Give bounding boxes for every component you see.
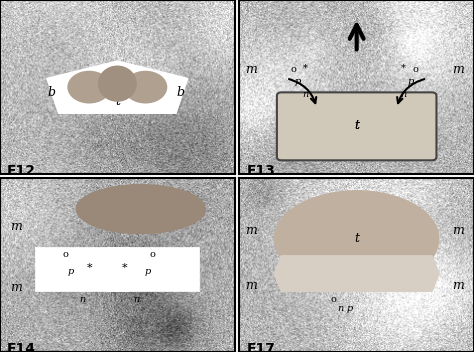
Polygon shape: [274, 256, 439, 291]
FancyBboxPatch shape: [277, 92, 437, 160]
Text: n: n: [79, 295, 85, 304]
Ellipse shape: [274, 191, 439, 287]
Text: p: p: [408, 77, 414, 86]
Text: E12: E12: [7, 164, 36, 178]
Text: *: *: [401, 63, 406, 73]
Text: t: t: [115, 95, 120, 108]
Text: m: m: [245, 279, 257, 292]
Text: m: m: [452, 279, 464, 292]
Text: E13: E13: [246, 164, 275, 178]
Polygon shape: [47, 61, 188, 113]
Ellipse shape: [68, 71, 110, 103]
Text: n: n: [337, 304, 343, 313]
Text: n: n: [401, 90, 407, 99]
Text: o: o: [63, 250, 69, 259]
Text: t: t: [354, 119, 359, 132]
Polygon shape: [35, 247, 129, 291]
Text: E17: E17: [246, 341, 275, 352]
Ellipse shape: [99, 66, 136, 101]
Text: o: o: [330, 295, 336, 304]
Text: m: m: [245, 224, 257, 237]
Ellipse shape: [76, 185, 205, 233]
Ellipse shape: [124, 71, 166, 103]
Text: m: m: [452, 63, 464, 76]
Text: n: n: [133, 295, 139, 304]
Polygon shape: [106, 247, 200, 291]
Text: *: *: [121, 263, 127, 274]
Text: p: p: [295, 77, 301, 86]
Text: p: p: [346, 304, 353, 313]
Text: m: m: [245, 63, 257, 76]
Text: m: m: [10, 281, 22, 294]
Text: b: b: [177, 86, 185, 99]
Text: m: m: [452, 224, 464, 237]
Text: p: p: [67, 267, 73, 276]
Text: p: p: [145, 267, 151, 276]
Text: o: o: [150, 250, 155, 259]
Text: t: t: [354, 232, 359, 245]
Text: m: m: [10, 220, 22, 233]
Text: E14: E14: [7, 341, 36, 352]
Text: b: b: [47, 86, 55, 99]
Text: *: *: [86, 263, 92, 274]
Text: t: t: [354, 119, 359, 132]
Text: n: n: [302, 90, 308, 99]
Text: o: o: [291, 65, 296, 74]
Text: o: o: [412, 65, 418, 74]
Text: t: t: [138, 206, 143, 219]
Text: *: *: [302, 63, 308, 73]
